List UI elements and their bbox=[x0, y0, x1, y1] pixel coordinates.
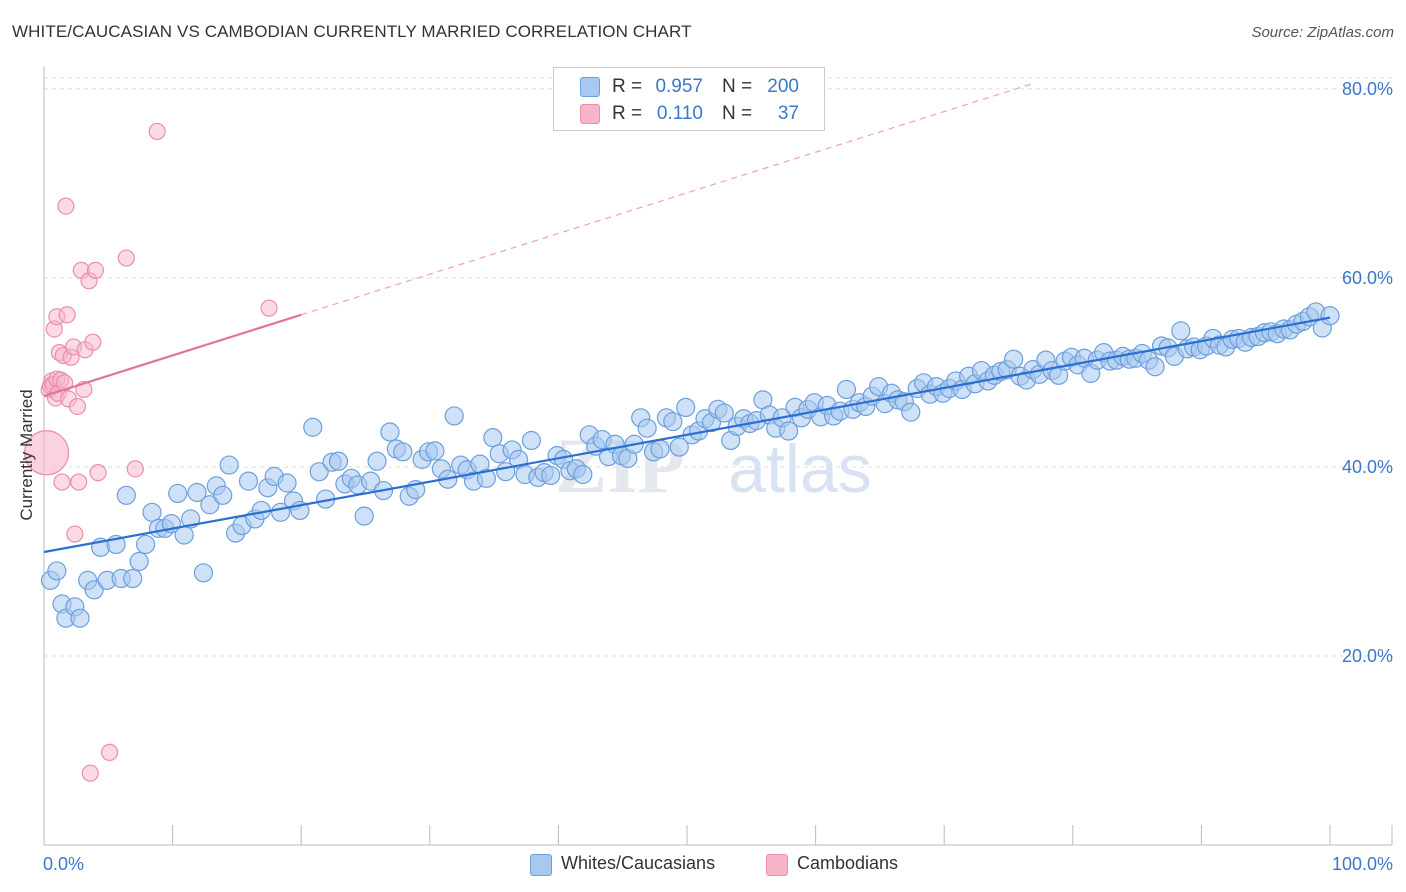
legend-r-label: R = bbox=[612, 76, 643, 97]
bottom-legend-label-cambodians: Cambodians bbox=[797, 853, 899, 873]
white-caucasian-point bbox=[483, 428, 503, 448]
y-tick-label: 20.0% bbox=[1342, 646, 1393, 666]
white-caucasian-point bbox=[116, 485, 136, 505]
cambodian-point bbox=[86, 261, 105, 279]
white-caucasian-point bbox=[200, 495, 220, 515]
white-caucasian-point bbox=[219, 455, 239, 475]
cambodian-point bbox=[117, 249, 135, 267]
watermark-atlas: atlas bbox=[728, 431, 872, 507]
legend-n-value: 37 bbox=[777, 103, 799, 124]
cambodian-point bbox=[148, 122, 166, 141]
cambodian-point bbox=[68, 397, 87, 416]
white-caucasian-point bbox=[650, 439, 670, 459]
white-caucasian-point bbox=[573, 464, 593, 485]
white-caucasian-point bbox=[1145, 357, 1165, 377]
y-axis-label: Currently Married bbox=[17, 389, 36, 521]
white-caucasian-point bbox=[669, 437, 689, 457]
cambodian-point bbox=[57, 197, 75, 215]
white-caucasian-point bbox=[637, 418, 657, 438]
legend-n-label: N = bbox=[722, 103, 753, 124]
white-caucasian-point bbox=[836, 379, 857, 400]
cambodian-point bbox=[81, 764, 99, 782]
bottom-legend-swatch-whites bbox=[530, 854, 552, 876]
white-caucasian-point bbox=[193, 563, 214, 583]
legend-swatch-cambodians bbox=[580, 104, 600, 124]
white-caucasian-point bbox=[303, 417, 323, 437]
white-caucasian-point bbox=[541, 465, 561, 486]
cambodian-point bbox=[23, 430, 70, 476]
trend-lines bbox=[43, 83, 1331, 554]
white-caucasian-point bbox=[238, 471, 259, 491]
chart-title: WHITE/CAUCASIAN VS CAMBODIAN CURRENTLY M… bbox=[12, 22, 692, 41]
cambodian-point bbox=[100, 743, 119, 761]
white-caucasian-point bbox=[425, 441, 445, 461]
white-caucasian-point bbox=[361, 471, 381, 491]
y-tick-label: 60.0% bbox=[1342, 268, 1393, 288]
white-caucasian-point bbox=[354, 506, 374, 526]
white-caucasian-point bbox=[84, 580, 104, 600]
cambodian-point bbox=[89, 464, 107, 482]
white-caucasian-trend-line bbox=[43, 316, 1331, 554]
legend-r-value: 0.110 bbox=[656, 103, 703, 124]
white-caucasian-point bbox=[168, 483, 188, 504]
white-caucasian-point bbox=[135, 534, 156, 555]
bottom-legend-label-whites: Whites/Caucasians bbox=[561, 853, 716, 873]
cambodian-trend-line bbox=[43, 313, 302, 398]
legend-swatch-whites bbox=[580, 77, 600, 97]
y-tick-label: 40.0% bbox=[1342, 457, 1393, 477]
cambodian-point bbox=[53, 473, 71, 491]
x-tick-label: 0.0% bbox=[43, 854, 84, 874]
legend-r-value: 0.957 bbox=[655, 76, 703, 97]
legend-n-label: N = bbox=[722, 76, 753, 97]
white-caucasian-point bbox=[676, 397, 696, 418]
tick-labels: 20.0% 40.0% 60.0% 80.0% 0.0% 100.0% bbox=[43, 79, 1393, 874]
white-caucasian-point bbox=[1320, 306, 1340, 326]
legend-n-value: 200 bbox=[767, 76, 799, 97]
x-tick-label: 100.0% bbox=[1332, 854, 1393, 874]
white-caucasian-point bbox=[444, 406, 464, 426]
cambodian-point bbox=[84, 333, 102, 351]
legend-row-cambodians: R = 0.110 N = 37 bbox=[554, 101, 824, 127]
white-caucasian-point bbox=[778, 421, 799, 441]
white-caucasian-point bbox=[129, 551, 149, 572]
white-caucasian-point bbox=[476, 468, 496, 488]
white-caucasian-point bbox=[380, 422, 400, 442]
bottom-legend-swatch-cambodians bbox=[766, 854, 788, 876]
axis-layer bbox=[43, 66, 1393, 846]
white-caucasian-point bbox=[187, 482, 207, 503]
white-caucasian-point bbox=[901, 402, 921, 422]
white-caucasian-point bbox=[213, 485, 233, 505]
white-caucasian-point bbox=[309, 462, 329, 482]
white-caucasian-point bbox=[277, 473, 297, 493]
white-caucasian-point bbox=[70, 608, 90, 628]
legend-r-label: R = bbox=[612, 103, 643, 124]
cambodian-point bbox=[260, 299, 278, 317]
white-caucasian-point bbox=[663, 411, 683, 432]
cambodian-point bbox=[70, 473, 88, 491]
cambodian-point bbox=[55, 374, 74, 392]
white-caucasian-point bbox=[367, 451, 387, 471]
white-caucasian-point bbox=[142, 502, 162, 522]
cambodian-point bbox=[58, 306, 76, 324]
white-caucasian-point bbox=[47, 561, 67, 581]
source-credit: Source: ZipAtlas.com bbox=[1251, 24, 1394, 41]
y-tick-label: 80.0% bbox=[1342, 79, 1393, 99]
white-caucasian-point bbox=[521, 430, 541, 451]
correlation-legend: R = 0.957 N = 200 R = 0.110 N = 37 bbox=[553, 67, 825, 131]
cambodian-point bbox=[126, 460, 144, 478]
white-caucasian-point bbox=[393, 442, 413, 462]
white-caucasian-point bbox=[714, 403, 734, 423]
white-caucasian-point bbox=[123, 568, 143, 589]
white-caucasian-point bbox=[1171, 321, 1191, 341]
legend-row-whites: R = 0.957 N = 200 bbox=[554, 74, 824, 100]
cambodian-point bbox=[66, 525, 84, 543]
white-caucasian-points bbox=[40, 302, 1340, 628]
white-caucasian-point bbox=[1004, 349, 1024, 369]
white-caucasian-point bbox=[328, 451, 349, 471]
cambodian-points bbox=[23, 122, 278, 782]
grid-layer bbox=[44, 77, 1392, 657]
